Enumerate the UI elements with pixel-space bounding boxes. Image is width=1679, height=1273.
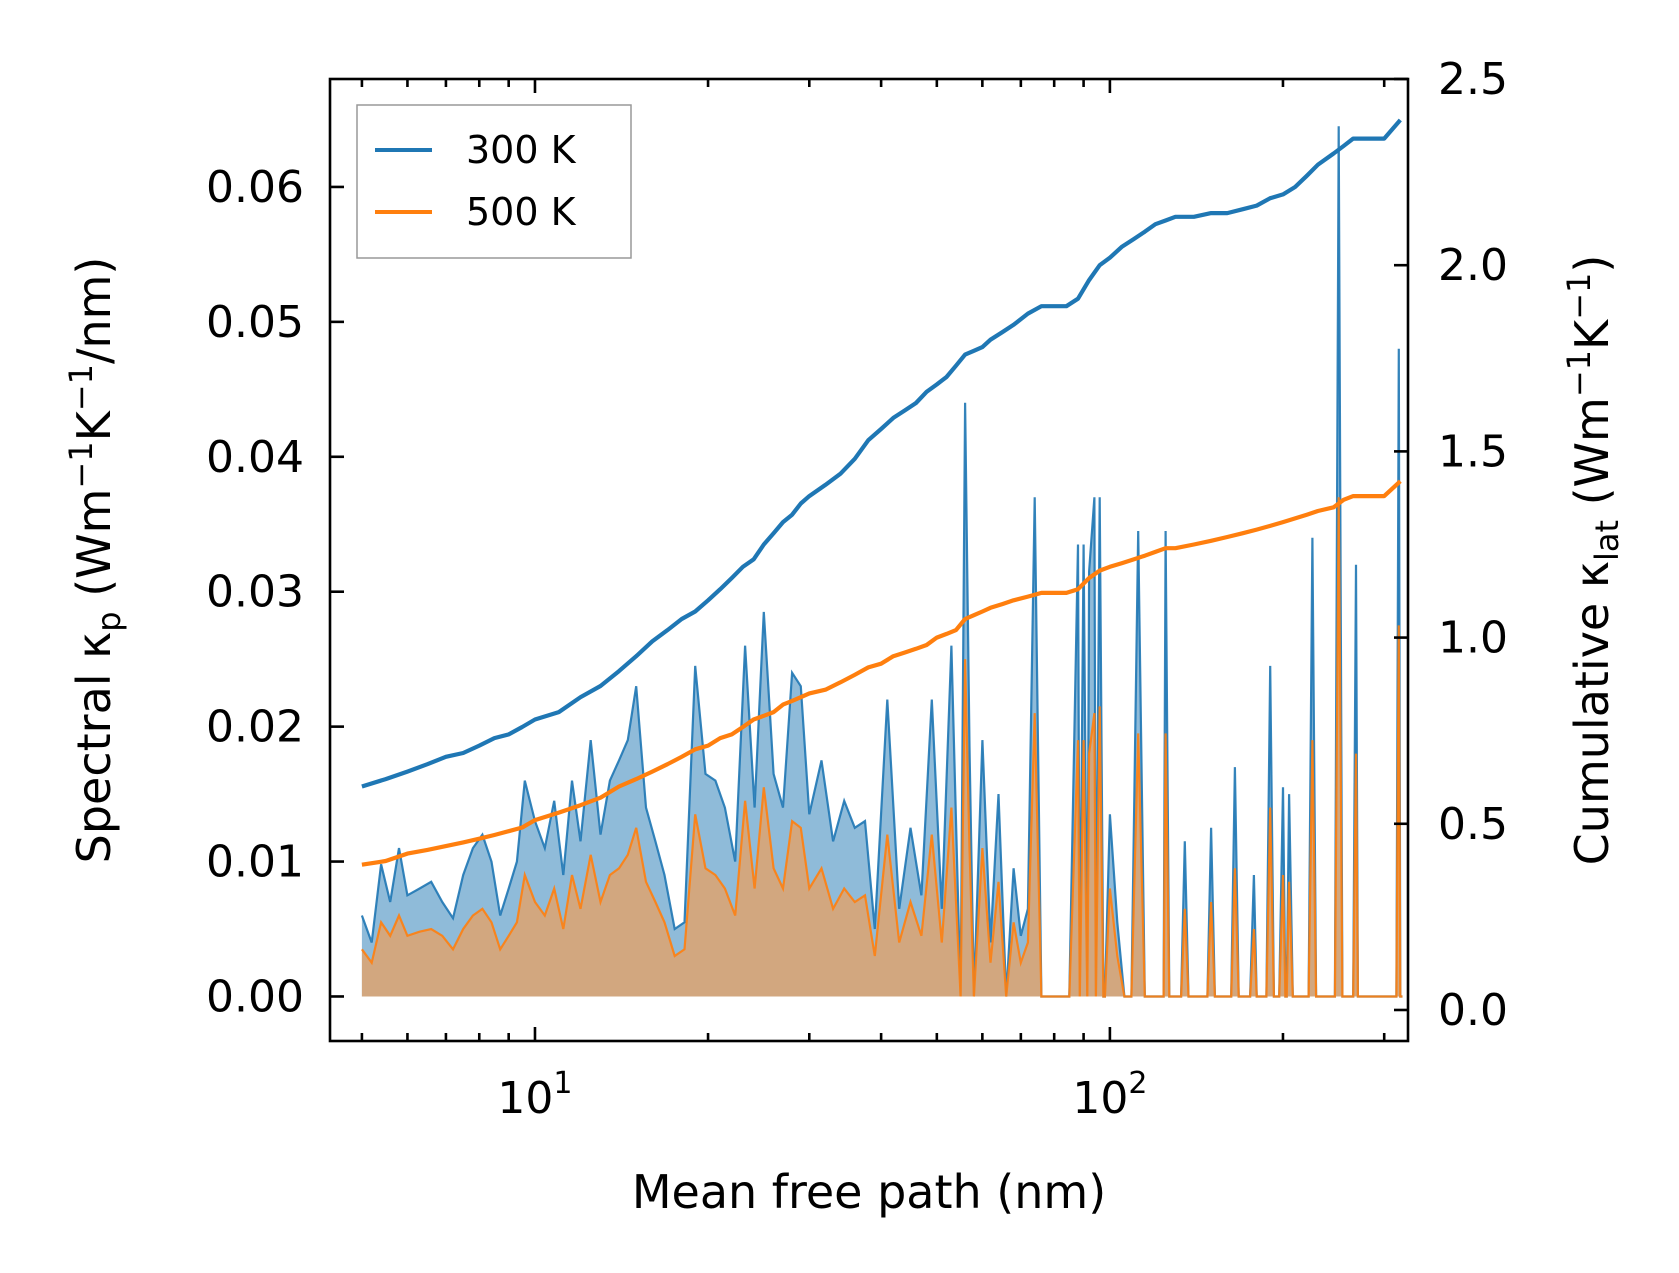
plot-frame [328, 77, 1410, 1043]
y-right-tick-label: 0.5 [1438, 799, 1508, 850]
y-left-tick-label: 0.00 [206, 971, 304, 1022]
plot-area [360, 118, 1403, 998]
legend-label-500k: 500 K [466, 190, 577, 234]
cumulative-lines [361, 118, 1402, 867]
legend-label-300k: 300 K [466, 128, 577, 172]
x-tick-label: 101 [497, 1066, 572, 1124]
y-axis-label-right: Cumulative κlat (Wm−1K−1) [1560, 255, 1626, 866]
y-right-tick-label: 1.0 [1438, 613, 1508, 664]
y-left-tick-label: 0.02 [206, 702, 304, 753]
y-left-tick-label: 0.03 [206, 567, 304, 618]
y-left-tick-label: 0.04 [206, 432, 304, 483]
spectral-fills [360, 126, 1403, 998]
legend: 300 K 500 K [356, 104, 632, 259]
y-axis-label-left: Spectral κp (Wm−1K−1/nm) [62, 257, 128, 864]
spectral-300k-fill [361, 126, 1403, 997]
y-left-tick-label: 0.01 [206, 837, 304, 888]
y-left-tick-label: 0.05 [206, 297, 304, 348]
cumulative-line-300k [361, 118, 1402, 789]
y-right-tick-label: 2.0 [1438, 240, 1508, 291]
legend-box [356, 104, 632, 259]
cumulative-line-500k [361, 479, 1402, 867]
x-axis-label: Mean free path (nm) [632, 1165, 1106, 1219]
y-right-tick-label: 2.5 [1438, 54, 1508, 105]
spectral-500k-fill [361, 497, 1403, 997]
y-right-tick-label: 1.5 [1438, 426, 1508, 477]
axis-ticks: 101 102 0.00 0.01 0.02 0.03 0.04 0.05 0.06 0.0 0.5… [206, 54, 1508, 1124]
y-left-tick-label: 0.06 [206, 162, 304, 213]
x-tick-label: 102 [1072, 1066, 1147, 1124]
spectral-500k-line [361, 497, 1403, 998]
y-right-tick-label: 0.0 [1438, 985, 1508, 1036]
